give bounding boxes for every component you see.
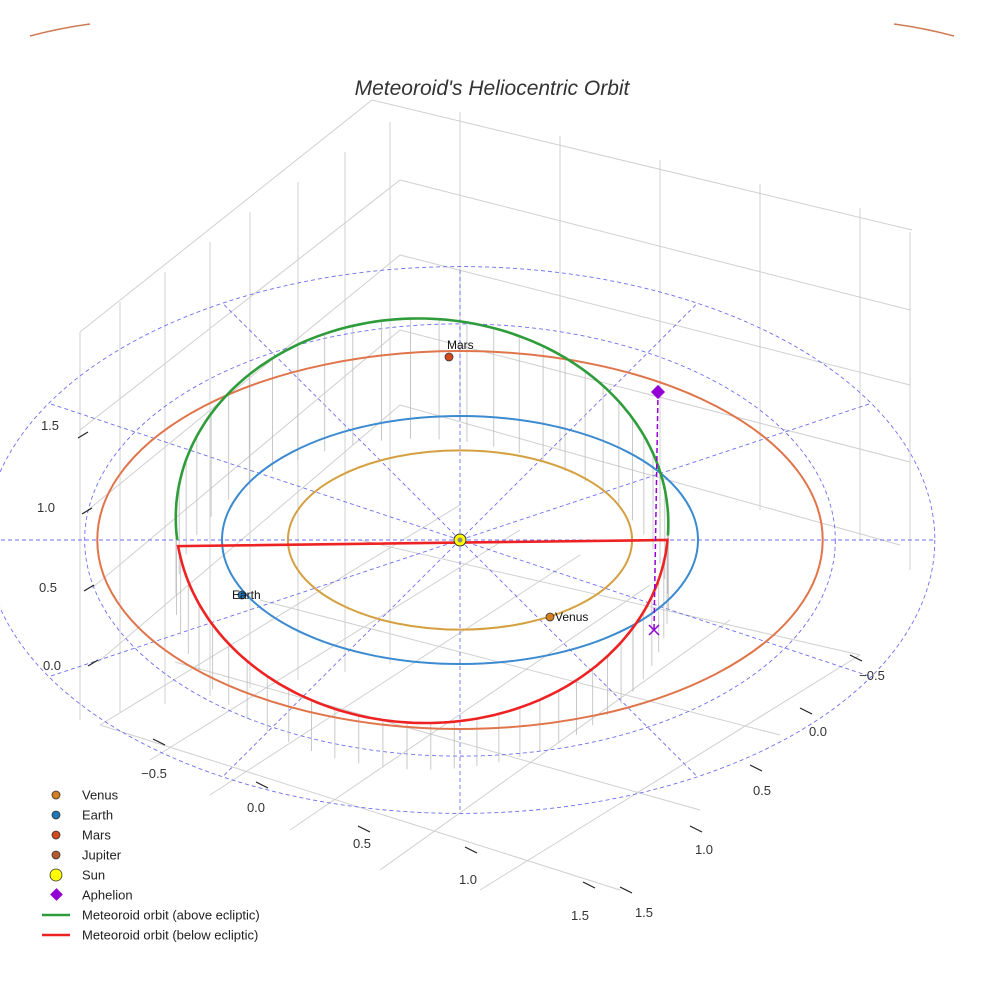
grid-line bbox=[479, 654, 861, 891]
z-tick bbox=[77, 431, 89, 439]
venus-marker bbox=[545, 612, 555, 622]
grid-line bbox=[99, 724, 621, 891]
y-tick-label: 0.5 bbox=[753, 783, 771, 798]
aphelion-drop-line bbox=[653, 391, 659, 631]
legend-label: Venus bbox=[82, 788, 119, 803]
legend: Venus Earth Mars Jupiter Sun Aphelion Meteoroi… bbox=[42, 788, 260, 943]
reference-circle bbox=[84, 323, 836, 757]
z-tick-label: 1.0 bbox=[37, 500, 55, 515]
y-tick bbox=[619, 886, 633, 894]
sun-core bbox=[457, 537, 463, 543]
legend-label: Mars bbox=[82, 828, 111, 843]
reference-spoke bbox=[48, 402, 461, 541]
legend-label: Aphelion bbox=[82, 888, 133, 903]
x-tick bbox=[464, 846, 478, 854]
legend-label: Jupiter bbox=[82, 848, 122, 863]
x-tick-label: 1.5 bbox=[571, 908, 589, 923]
x-tick-label: 1.0 bbox=[459, 872, 477, 887]
y-tick bbox=[799, 707, 813, 715]
ecliptic-reference-grid bbox=[0, 266, 936, 814]
grid-line bbox=[99, 504, 461, 726]
corner-arc-right bbox=[893, 23, 955, 37]
aphelion-projection bbox=[648, 391, 660, 636]
x-tick bbox=[255, 781, 269, 789]
y-tick-label: −0.5 bbox=[859, 668, 885, 683]
grid-line bbox=[399, 179, 911, 311]
z-tick-label: 0.0 bbox=[43, 658, 61, 673]
grid-line bbox=[91, 329, 401, 589]
grid-line bbox=[97, 404, 401, 663]
z-tick-label: 0.5 bbox=[39, 580, 57, 595]
grid-line bbox=[289, 584, 651, 831]
grid-line bbox=[379, 619, 731, 871]
meteoroid-orbit-below bbox=[176, 538, 669, 725]
reference-spoke bbox=[48, 539, 461, 678]
axis-ticks: 1.5 1.0 0.5 0.0 −0.5 0.0 0.5 1.0 1.5 −0.5 0.0 0.5 1.… bbox=[37, 418, 885, 923]
meteoroid-orbit bbox=[174, 317, 670, 725]
grid-line bbox=[399, 404, 901, 546]
legend-label: Earth bbox=[82, 808, 113, 823]
legend-marker bbox=[51, 830, 61, 840]
z-tick-label: 1.5 bbox=[41, 418, 59, 433]
y-tick-label: 1.0 bbox=[695, 842, 713, 857]
grid-line bbox=[174, 661, 701, 811]
grid-line bbox=[209, 554, 581, 796]
grid-line bbox=[371, 99, 913, 231]
y-tick bbox=[689, 825, 703, 833]
meteoroid-orbit-above bbox=[174, 317, 670, 541]
reference-spoke bbox=[459, 539, 872, 678]
orbit-mars bbox=[96, 350, 824, 730]
reference-spoke bbox=[222, 539, 461, 778]
legend-marker bbox=[49, 868, 63, 882]
chart-markers: Venus Earth Mars bbox=[232, 338, 666, 624]
legend-label: Meteoroid orbit (above ecliptic) bbox=[82, 908, 260, 923]
y-tick-label: 0.0 bbox=[809, 724, 827, 739]
axes-grid bbox=[79, 99, 913, 891]
legend-label: Sun bbox=[82, 868, 105, 883]
chart-title: Meteoroid's Heliocentric Orbit bbox=[355, 77, 631, 100]
venus-label: Venus bbox=[555, 610, 588, 624]
legend-label: Meteoroid orbit (below ecliptic) bbox=[82, 928, 258, 943]
reference-spoke bbox=[459, 302, 698, 541]
z-tick bbox=[83, 584, 95, 592]
legend-diamond bbox=[50, 888, 63, 901]
legend-marker bbox=[51, 810, 61, 820]
grid-line bbox=[79, 179, 401, 431]
x-tick-label: −0.5 bbox=[141, 766, 167, 781]
x-tick-label: 0.0 bbox=[247, 800, 265, 815]
reference-spoke bbox=[222, 302, 461, 541]
x-tick-label: 0.5 bbox=[353, 836, 371, 851]
mars-marker bbox=[444, 352, 454, 362]
y-tick bbox=[849, 654, 863, 662]
corner-arc-left bbox=[29, 23, 91, 37]
grid-line bbox=[259, 599, 781, 736]
grid-line bbox=[359, 539, 861, 656]
x-tick bbox=[152, 738, 166, 746]
reference-spoke bbox=[459, 402, 872, 541]
aphelion-projection-marker bbox=[648, 624, 660, 636]
grid-line bbox=[79, 99, 373, 333]
earth-marker bbox=[237, 590, 247, 600]
legend-marker bbox=[51, 790, 61, 800]
orbit-earth bbox=[221, 415, 699, 665]
y-tick-label: 1.5 bbox=[635, 905, 653, 920]
grid-line bbox=[87, 254, 401, 511]
mars-label: Mars bbox=[447, 338, 474, 352]
aphelion-marker bbox=[650, 384, 666, 400]
grid-line bbox=[399, 254, 911, 386]
earth-label: Earth bbox=[232, 588, 261, 602]
z-tick bbox=[81, 507, 93, 515]
x-tick bbox=[582, 881, 596, 889]
reference-spoke bbox=[459, 539, 698, 778]
legend-marker bbox=[51, 850, 61, 860]
x-tick bbox=[357, 825, 371, 833]
y-tick bbox=[749, 764, 763, 772]
z-tick bbox=[87, 659, 99, 667]
